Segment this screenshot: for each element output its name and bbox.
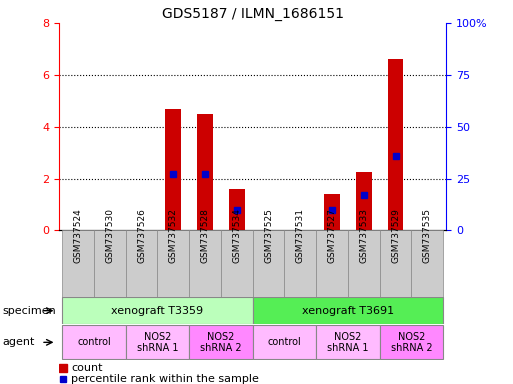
Text: control: control — [77, 337, 111, 348]
Bar — [348, 230, 380, 298]
Text: GSM737533: GSM737533 — [359, 208, 368, 263]
Bar — [253, 325, 316, 359]
Bar — [62, 230, 94, 298]
Text: GSM737526: GSM737526 — [137, 208, 146, 263]
Text: GSM737532: GSM737532 — [169, 208, 178, 263]
Text: GSM737525: GSM737525 — [264, 208, 273, 263]
Text: NOS2
shRNA 1: NOS2 shRNA 1 — [327, 331, 369, 353]
Text: GSM737534: GSM737534 — [232, 208, 241, 263]
Text: GSM737529: GSM737529 — [391, 208, 400, 263]
Bar — [126, 230, 157, 298]
Text: agent: agent — [3, 337, 35, 348]
Text: control: control — [267, 337, 301, 348]
Bar — [253, 230, 284, 298]
Bar — [165, 109, 181, 230]
Bar — [284, 230, 316, 298]
Bar — [157, 230, 189, 298]
Bar — [356, 172, 372, 230]
Text: GSM737530: GSM737530 — [105, 208, 114, 263]
Text: GSM737531: GSM737531 — [296, 208, 305, 263]
Bar — [221, 230, 253, 298]
Bar — [316, 230, 348, 298]
Bar — [59, 364, 67, 372]
Text: GSM737527: GSM737527 — [327, 208, 337, 263]
Text: NOS2
shRNA 2: NOS2 shRNA 2 — [390, 331, 432, 353]
Bar — [380, 325, 443, 359]
Text: GSM737528: GSM737528 — [201, 208, 209, 263]
Bar — [388, 59, 403, 230]
Bar — [62, 297, 253, 324]
Bar — [253, 297, 443, 324]
Text: GSM737524: GSM737524 — [73, 208, 83, 263]
Bar — [380, 230, 411, 298]
Bar — [324, 194, 340, 230]
Text: xenograft T3691: xenograft T3691 — [302, 306, 394, 316]
Text: count: count — [71, 363, 103, 373]
Text: NOS2
shRNA 2: NOS2 shRNA 2 — [200, 331, 242, 353]
Text: xenograft T3359: xenograft T3359 — [111, 306, 204, 316]
Text: percentile rank within the sample: percentile rank within the sample — [71, 374, 259, 384]
Bar — [316, 325, 380, 359]
Text: specimen: specimen — [3, 306, 56, 316]
Bar — [197, 114, 213, 230]
Text: NOS2
shRNA 1: NOS2 shRNA 1 — [136, 331, 178, 353]
Bar — [189, 325, 253, 359]
Bar — [126, 325, 189, 359]
Bar — [189, 230, 221, 298]
Bar — [411, 230, 443, 298]
Bar — [94, 230, 126, 298]
Text: GSM737535: GSM737535 — [423, 208, 432, 263]
Bar — [62, 325, 126, 359]
Bar — [229, 189, 245, 230]
Title: GDS5187 / ILMN_1686151: GDS5187 / ILMN_1686151 — [162, 7, 344, 21]
